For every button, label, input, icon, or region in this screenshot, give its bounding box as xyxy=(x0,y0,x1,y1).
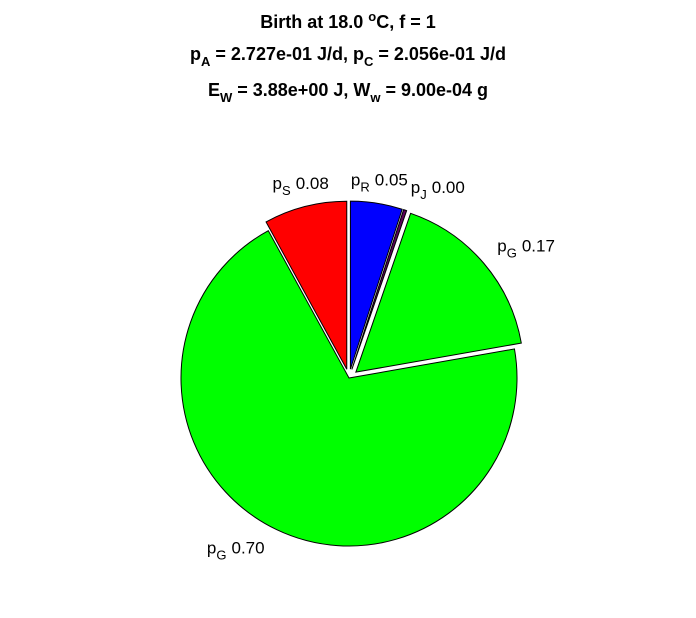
subscript: S xyxy=(282,183,291,198)
supscript: o xyxy=(368,9,376,24)
pie-slice xyxy=(355,212,522,373)
subscript: R xyxy=(360,180,369,195)
pie-slice xyxy=(180,229,518,547)
subscript: W xyxy=(220,90,233,105)
label-text: = 2.727e-01 J/d, p xyxy=(210,44,364,64)
pie-slice xyxy=(349,200,403,370)
slice-label: pG 0.70 xyxy=(207,539,265,563)
subscript: G xyxy=(216,548,226,563)
subscript: A xyxy=(201,54,211,69)
label-text: p xyxy=(351,171,360,190)
slice-label: pG 0.17 xyxy=(497,237,555,261)
pie-slice xyxy=(265,200,348,370)
chart-title: pA = 2.727e-01 J/d, pC = 2.056e-01 J/d xyxy=(190,44,506,69)
label-text: p xyxy=(273,174,282,193)
slice-label: pJ 0.00 xyxy=(411,178,465,202)
label-text: p xyxy=(190,44,201,64)
value-label: 0.70 xyxy=(232,539,265,558)
label-text: p xyxy=(411,178,420,197)
label-text: E xyxy=(208,80,220,100)
chart-title: Birth at 18.0 oC, f = 1 xyxy=(260,9,436,32)
value-label: 0.05 xyxy=(375,171,408,190)
label-text: = 3.88e+00 J, W xyxy=(232,80,370,100)
slice-label: pR 0.05 xyxy=(351,171,408,195)
value-label: 0.17 xyxy=(522,237,555,256)
chart-title: EW = 3.88e+00 J, Ww = 9.00e-04 g xyxy=(208,80,488,105)
slice-label: pS 0.08 xyxy=(273,174,329,198)
subscript: C xyxy=(364,54,374,69)
label-text: C, f = 1 xyxy=(376,12,436,32)
label-text: Birth at 18.0 xyxy=(260,12,368,32)
label-text: p xyxy=(497,237,506,256)
subscript: G xyxy=(507,246,517,261)
value-label: 0.08 xyxy=(296,174,329,193)
subscript: J xyxy=(420,187,427,202)
label-text: p xyxy=(207,539,216,558)
value-label: 0.00 xyxy=(432,178,465,197)
label-text: = 9.00e-04 g xyxy=(380,80,488,100)
subscript: w xyxy=(369,90,381,105)
label-text: = 2.056e-01 J/d xyxy=(373,44,506,64)
pie-slice xyxy=(351,209,408,370)
